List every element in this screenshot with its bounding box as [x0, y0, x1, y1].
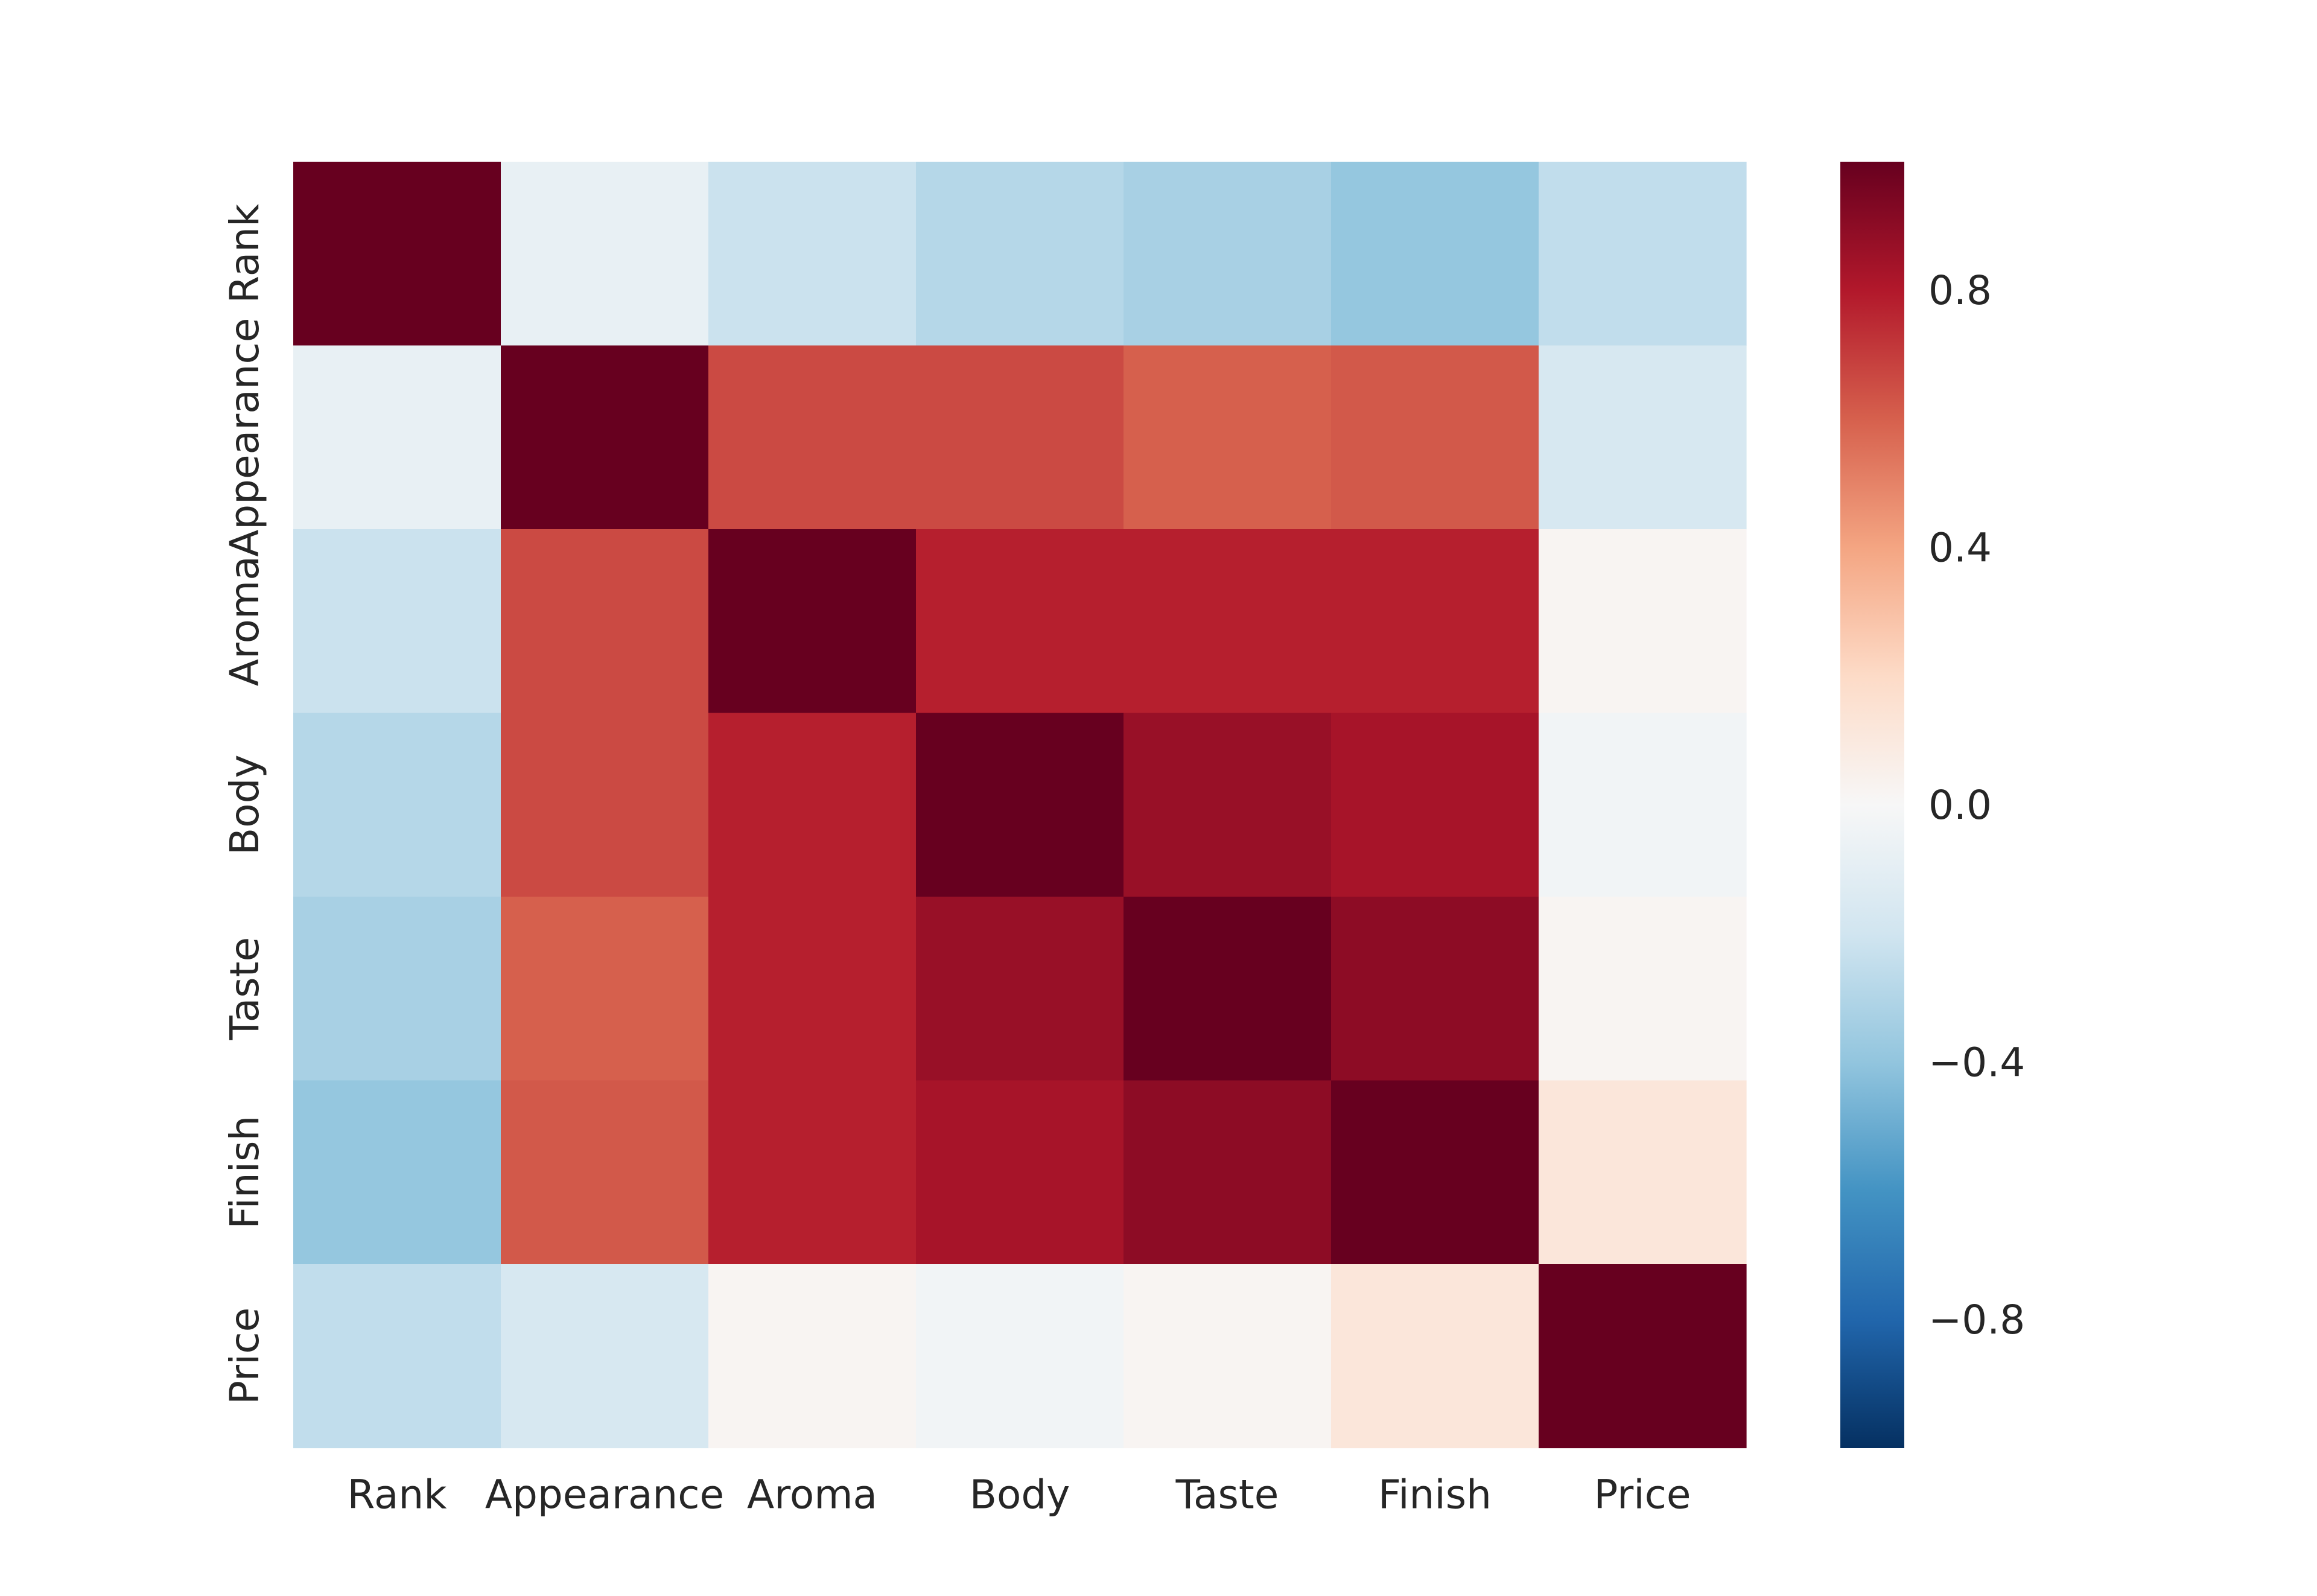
heatmap-cell-2-2 — [708, 529, 917, 714]
heatmap-cell-5-2 — [708, 1080, 917, 1265]
heatmap-cell-6-1 — [501, 1264, 709, 1449]
heatmap-cell-6-6 — [1539, 1264, 1747, 1449]
heatmap-cell-1-3 — [916, 345, 1124, 530]
heatmap-cell-4-3 — [916, 897, 1124, 1081]
heatmap-cell-0-0 — [293, 162, 501, 346]
heatmap-cell-4-4 — [1124, 897, 1332, 1081]
x-tick-label: Body — [970, 1472, 1070, 1518]
heatmap-cell-1-4 — [1124, 345, 1332, 530]
heatmap-cell-6-0 — [293, 1264, 501, 1449]
heatmap-cell-2-6 — [1539, 529, 1747, 714]
heatmap-cell-5-1 — [501, 1080, 709, 1265]
heatmap-cell-1-0 — [293, 345, 501, 530]
y-tick-label: Body — [221, 754, 268, 855]
colorbar-tick-label: −0.8 — [1928, 1297, 2025, 1343]
heatmap-cell-5-6 — [1539, 1080, 1747, 1265]
x-tick-label: Appearance — [485, 1472, 724, 1518]
colorbar — [1840, 162, 1904, 1448]
heatmap-cell-1-5 — [1331, 345, 1539, 530]
colorbar-tick-label: 0.0 — [1928, 782, 1992, 828]
heatmap-cell-3-2 — [708, 713, 917, 897]
heatmap-cell-5-0 — [293, 1080, 501, 1265]
heatmap-cell-1-1 — [501, 345, 709, 530]
x-tick-label: Price — [1594, 1472, 1691, 1518]
heatmap-cell-4-2 — [708, 897, 917, 1081]
y-tick-label: Taste — [221, 937, 268, 1041]
y-tick-label: Rank — [221, 203, 268, 304]
heatmap-cell-3-1 — [501, 713, 709, 897]
heatmap-cell-6-5 — [1331, 1264, 1539, 1449]
y-tick-label: Appearance — [221, 318, 268, 557]
heatmap-cell-0-6 — [1539, 162, 1747, 346]
y-tick-label: Finish — [221, 1116, 268, 1229]
colorbar-tick-label: 0.4 — [1928, 525, 1992, 571]
x-tick-labels: Rank Appearance Aroma Body Taste Finish Price — [348, 1472, 1691, 1518]
heatmap-cell-6-2 — [708, 1264, 917, 1449]
y-tick-label: Aroma — [221, 556, 268, 686]
x-tick-label: Aroma — [747, 1472, 877, 1518]
heatmap-cells — [293, 162, 1747, 1449]
heatmap-cell-6-4 — [1124, 1264, 1332, 1449]
heatmap-cell-2-3 — [916, 529, 1124, 714]
x-tick-label: Finish — [1378, 1472, 1492, 1518]
heatmap-cell-5-3 — [916, 1080, 1124, 1265]
heatmap-cell-0-3 — [916, 162, 1124, 346]
heatmap-cell-6-3 — [916, 1264, 1124, 1449]
y-tick-label: Price — [221, 1308, 268, 1405]
heatmap-cell-2-5 — [1331, 529, 1539, 714]
colorbar-tick-label: −0.4 — [1928, 1039, 2025, 1086]
heatmap-cell-5-4 — [1124, 1080, 1332, 1265]
heatmap-cell-5-5 — [1331, 1080, 1539, 1265]
colorbar-tick-labels: −0.8 −0.4 0.0 0.4 0.8 — [1928, 267, 2025, 1343]
heatmap-cell-3-5 — [1331, 713, 1539, 897]
x-tick-label: Taste — [1175, 1472, 1279, 1518]
heatmap-cell-1-2 — [708, 345, 917, 530]
heatmap-cell-4-0 — [293, 897, 501, 1081]
heatmap-cell-0-2 — [708, 162, 917, 346]
heatmap-cell-0-5 — [1331, 162, 1539, 346]
heatmap-cell-4-6 — [1539, 897, 1747, 1081]
heatmap-cell-4-5 — [1331, 897, 1539, 1081]
heatmap-cell-2-4 — [1124, 529, 1332, 714]
heatmap-cell-0-1 — [501, 162, 709, 346]
heatmap-cell-3-0 — [293, 713, 501, 897]
heatmap-cell-2-1 — [501, 529, 709, 714]
heatmap-cell-3-3 — [916, 713, 1124, 897]
heatmap-cell-4-1 — [501, 897, 709, 1081]
heatmap-cell-0-4 — [1124, 162, 1332, 346]
heatmap-cell-2-0 — [293, 529, 501, 714]
heatmap-cell-3-4 — [1124, 713, 1332, 897]
heatmap-cell-3-6 — [1539, 713, 1747, 897]
colorbar-tick-label: 0.8 — [1928, 267, 1992, 314]
heatmap-cell-1-6 — [1539, 345, 1747, 530]
x-tick-label: Rank — [348, 1472, 448, 1518]
